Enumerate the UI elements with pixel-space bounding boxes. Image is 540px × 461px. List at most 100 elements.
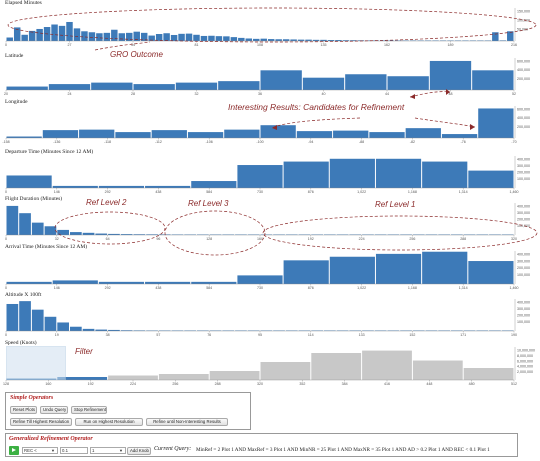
histogram-bar[interactable] bbox=[305, 39, 312, 41]
histogram-bar[interactable] bbox=[405, 128, 441, 138]
histogram-bar[interactable] bbox=[108, 329, 120, 331]
histogram-bar[interactable] bbox=[31, 309, 44, 331]
histogram-bar[interactable] bbox=[463, 368, 514, 380]
histogram-bar[interactable] bbox=[400, 330, 412, 332]
histogram-bar[interactable] bbox=[329, 256, 375, 284]
histogram-bar[interactable] bbox=[245, 38, 253, 41]
histogram-bar[interactable] bbox=[237, 275, 283, 284]
histogram-bar[interactable] bbox=[96, 33, 103, 41]
histogram-bar[interactable] bbox=[285, 330, 298, 332]
histogram-bar[interactable] bbox=[52, 280, 98, 284]
run-highest-resolution-button[interactable]: Run on Highest Resolution bbox=[75, 418, 143, 426]
histogram-bar[interactable] bbox=[146, 330, 158, 332]
histogram-bar[interactable] bbox=[82, 232, 95, 235]
histogram-bar[interactable] bbox=[349, 330, 362, 332]
histogram-bar[interactable] bbox=[44, 226, 57, 235]
histogram-bar[interactable] bbox=[238, 37, 245, 41]
histogram-bar[interactable] bbox=[223, 36, 230, 41]
histogram-bar[interactable] bbox=[158, 374, 209, 380]
histogram-bar[interactable] bbox=[260, 330, 273, 332]
histogram-bar[interactable] bbox=[187, 132, 224, 138]
histogram-bar[interactable] bbox=[260, 70, 302, 90]
histogram-bar[interactable] bbox=[58, 25, 66, 41]
add-knob-button[interactable]: Add Knob bbox=[127, 447, 151, 455]
histogram-bar[interactable] bbox=[108, 375, 158, 381]
histogram-bar[interactable] bbox=[95, 329, 108, 331]
refine-highest-resolution-button[interactable]: Refine Till Highest Resolution bbox=[10, 418, 72, 426]
histogram-bar[interactable] bbox=[374, 330, 387, 332]
histogram-bar[interactable] bbox=[375, 253, 422, 284]
histogram-bar[interactable] bbox=[91, 82, 133, 90]
histogram-bar[interactable] bbox=[333, 130, 369, 138]
histogram-bar[interactable] bbox=[191, 181, 237, 188]
histogram-bar[interactable] bbox=[98, 281, 145, 284]
histogram-bar[interactable] bbox=[51, 24, 58, 42]
histogram-bar[interactable] bbox=[208, 35, 215, 41]
histogram-bar[interactable] bbox=[468, 170, 514, 188]
histogram-bar[interactable] bbox=[260, 125, 296, 138]
arrival-time-histogram[interactable]: 0 146 292 438 584 730 876 1,022 1,168 1,314 1,460 4… bbox=[0, 243, 540, 291]
histogram-bar[interactable] bbox=[81, 31, 88, 41]
histogram-bar[interactable] bbox=[57, 377, 108, 380]
histogram-bar[interactable] bbox=[126, 32, 133, 41]
histogram-bar[interactable] bbox=[422, 251, 468, 284]
histogram-bar[interactable] bbox=[387, 76, 429, 90]
histogram-bar[interactable] bbox=[472, 70, 514, 90]
longitude-histogram[interactable]: -158 -136 -118 -112 -106 -100 -94 -88 -82 -76 -70 6… bbox=[0, 98, 540, 146]
histogram-bar[interactable] bbox=[178, 33, 185, 41]
histogram-bar[interactable] bbox=[6, 86, 48, 90]
histogram-bar[interactable] bbox=[369, 132, 405, 138]
histogram-bar[interactable] bbox=[235, 330, 247, 332]
refine-non-interesting-button[interactable]: Refine until Non-Interesting Results bbox=[146, 418, 228, 426]
histogram-bar[interactable] bbox=[13, 27, 21, 41]
histogram-bar[interactable] bbox=[215, 36, 223, 41]
histogram-bar[interactable] bbox=[260, 38, 267, 41]
histogram-bar[interactable] bbox=[184, 330, 196, 332]
histogram-bar[interactable] bbox=[329, 158, 375, 188]
histogram-bar[interactable] bbox=[148, 35, 155, 41]
histogram-bar[interactable] bbox=[267, 39, 275, 41]
histogram-bar[interactable] bbox=[111, 29, 118, 41]
histogram-bar[interactable] bbox=[438, 330, 450, 332]
histogram-bar[interactable] bbox=[412, 360, 463, 381]
histogram-bar[interactable] bbox=[273, 330, 285, 332]
histogram-bar[interactable] bbox=[422, 161, 468, 188]
histogram-bar[interactable] bbox=[133, 330, 146, 331]
histogram-bar[interactable] bbox=[451, 330, 463, 332]
histogram-bar[interactable] bbox=[185, 33, 193, 41]
histogram-bar[interactable] bbox=[224, 129, 260, 138]
histogram-bar[interactable] bbox=[6, 205, 19, 235]
histogram-bar[interactable] bbox=[302, 77, 345, 90]
histogram-bar[interactable] bbox=[6, 281, 52, 284]
histogram-bar[interactable] bbox=[260, 362, 311, 380]
histogram-bar[interactable] bbox=[501, 330, 514, 332]
histogram-bar[interactable] bbox=[191, 281, 237, 284]
histogram-bar[interactable] bbox=[171, 330, 184, 332]
histogram-bar[interactable] bbox=[88, 32, 96, 41]
histogram-bar[interactable] bbox=[324, 330, 336, 332]
histogram-bar[interactable] bbox=[362, 350, 412, 380]
histogram-bar[interactable] bbox=[19, 301, 31, 331]
value-input[interactable]: 0.1 bbox=[60, 447, 88, 454]
histogram-bar[interactable] bbox=[218, 81, 260, 90]
histogram-bar[interactable] bbox=[429, 60, 472, 90]
histogram-bar[interactable] bbox=[28, 30, 36, 41]
histogram-bar[interactable] bbox=[6, 136, 42, 138]
histogram-bar[interactable] bbox=[118, 33, 126, 41]
histogram-bar[interactable] bbox=[133, 31, 140, 41]
histogram-bar[interactable] bbox=[70, 232, 82, 235]
histogram-bar[interactable] bbox=[175, 82, 218, 90]
histogram-bar[interactable] bbox=[311, 330, 323, 332]
histogram-bar[interactable] bbox=[120, 330, 133, 331]
histogram-bar[interactable] bbox=[95, 233, 108, 235]
histogram-bar[interactable] bbox=[82, 328, 95, 331]
histogram-bar[interactable] bbox=[133, 84, 175, 90]
speed-filter-brush[interactable] bbox=[6, 346, 66, 380]
histogram-bar[interactable] bbox=[115, 132, 151, 138]
histogram-bar[interactable] bbox=[230, 37, 238, 41]
histogram-bar[interactable] bbox=[253, 38, 260, 41]
histogram-bar[interactable] bbox=[476, 330, 489, 332]
histogram-bar[interactable] bbox=[492, 32, 499, 41]
histogram-bar[interactable] bbox=[163, 33, 170, 41]
departure-time-histogram[interactable]: 0 146 292 438 584 730 876 1,022 1,168 1,314 1,460 4… bbox=[0, 147, 540, 195]
